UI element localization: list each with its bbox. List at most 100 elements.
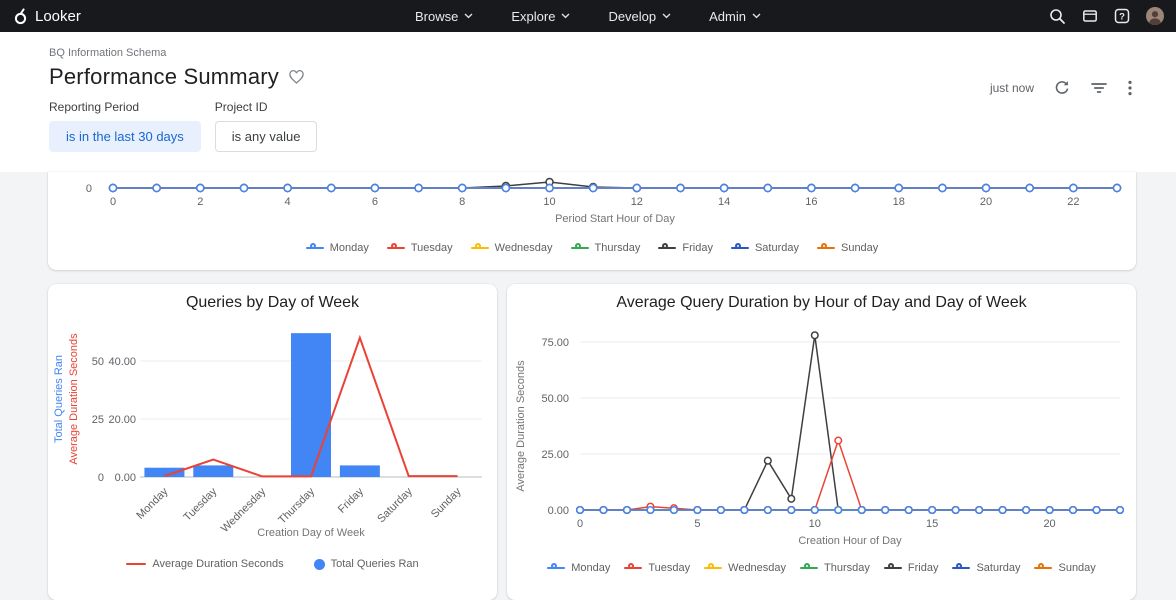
svg-text:10: 10 xyxy=(543,196,555,208)
card-row: Queries by Day of Week 0 25 50 0.00 20.00 40.… xyxy=(48,284,1136,600)
chevron-down-icon xyxy=(662,13,671,19)
series-marker-icon xyxy=(1034,563,1053,573)
legend-item[interactable]: Monday xyxy=(305,242,369,254)
legend-item[interactable]: Friday xyxy=(883,562,938,574)
legend-item[interactable]: Saturday xyxy=(730,242,799,254)
filter-bar: Reporting Period is in the last 30 days … xyxy=(0,94,1176,172)
legend-item[interactable]: Sunday xyxy=(816,242,878,254)
page-title: Performance Summary xyxy=(49,64,279,89)
legend-item[interactable]: Thursday xyxy=(800,562,870,574)
svg-text:20.00: 20.00 xyxy=(108,414,136,426)
svg-text:Creation Hour of Day: Creation Hour of Day xyxy=(798,535,902,547)
svg-text:20: 20 xyxy=(980,196,992,208)
svg-text:20: 20 xyxy=(1043,518,1055,530)
svg-text:40.00: 40.00 xyxy=(108,356,136,368)
refresh-button[interactable] xyxy=(1054,80,1070,96)
last-updated-text: just now xyxy=(989,81,1034,95)
nav-menu-item[interactable]: Explore xyxy=(511,0,570,32)
svg-text:8: 8 xyxy=(459,196,465,208)
legend-item[interactable]: Total Queries Ran xyxy=(313,558,419,570)
svg-text:Sunday: Sunday xyxy=(429,485,464,520)
more-menu-button[interactable] xyxy=(1128,80,1132,96)
svg-text:Creation Day of Week: Creation Day of Week xyxy=(257,527,365,539)
looker-logo-icon xyxy=(14,7,27,24)
svg-text:Tuesday: Tuesday xyxy=(181,485,219,523)
svg-text:2: 2 xyxy=(197,196,203,208)
nav-icon-group: ? xyxy=(1049,0,1164,32)
series-marker-icon xyxy=(470,243,489,253)
filter-label: Reporting Period xyxy=(49,100,140,114)
dot-swatch-icon xyxy=(313,558,325,570)
legend-item[interactable]: Tuesday xyxy=(624,562,690,574)
legend-item[interactable]: Tuesday xyxy=(386,242,453,254)
svg-text:50: 50 xyxy=(92,356,104,368)
reporting-period-chip[interactable]: is in the last 30 days xyxy=(49,121,201,152)
top-nav: Looker Browse Explore xyxy=(0,0,1176,32)
legend-item[interactable]: Thursday xyxy=(570,242,640,254)
series-marker-icon xyxy=(658,243,677,253)
account-avatar[interactable] xyxy=(1146,7,1164,25)
svg-text:Saturday: Saturday xyxy=(375,485,415,525)
chevron-down-icon xyxy=(561,13,570,19)
dashboard-body: 0 0 2 4 6 8 10 12 14 16 18 20 22 Period Start Hour of… xyxy=(0,172,1176,600)
filter-reporting-period: Reporting Period is in the last 30 days xyxy=(49,100,201,172)
legend-item[interactable]: Sunday xyxy=(1034,562,1096,574)
looker-home-link[interactable]: Looker xyxy=(0,8,81,25)
avg-duration-chart-canvas[interactable]: 0.00 25.00 50.00 75.00 Average Duration Seco… xyxy=(507,284,1136,600)
series-marker-icon xyxy=(547,563,566,573)
boards-icon xyxy=(1083,10,1097,22)
legend-item[interactable]: Monday xyxy=(547,562,610,574)
combo-chart-legend: Average Duration Seconds Total Queries Ra… xyxy=(48,558,497,570)
series-marker-icon xyxy=(816,243,835,253)
svg-text:10: 10 xyxy=(809,518,821,530)
favorite-heart-icon[interactable] xyxy=(288,69,305,85)
legend-item[interactable]: Average Duration Seconds xyxy=(126,558,284,570)
boards-button[interactable] xyxy=(1082,8,1098,24)
svg-text:Average Duration Seconds: Average Duration Seconds xyxy=(515,360,527,492)
search-button[interactable] xyxy=(1049,8,1066,25)
svg-text:0.00: 0.00 xyxy=(548,505,569,517)
svg-text:Total Queries Ran: Total Queries Ran xyxy=(53,355,65,443)
filter-label: Project ID xyxy=(214,100,268,114)
series-marker-icon xyxy=(386,243,405,253)
chevron-down-icon xyxy=(464,13,473,19)
series-marker-icon xyxy=(952,563,971,573)
svg-text:12: 12 xyxy=(631,196,643,208)
project-id-chip[interactable]: is any value xyxy=(214,121,318,152)
nav-menu-item[interactable]: Browse xyxy=(415,0,473,32)
svg-text:25: 25 xyxy=(92,414,104,426)
svg-text:16: 16 xyxy=(805,196,817,208)
svg-text:0: 0 xyxy=(110,196,116,208)
chart-title: Queries by Day of Week xyxy=(185,294,360,311)
queries-by-hour-chart-canvas[interactable]: 0 0 2 4 6 8 10 12 14 16 18 20 22 Period Start Hour of… xyxy=(48,172,1136,230)
series-marker-icon xyxy=(570,243,589,253)
brand-name: Looker xyxy=(35,7,81,25)
svg-text:50.00: 50.00 xyxy=(541,393,569,405)
legend-item[interactable]: Saturday xyxy=(952,562,1020,574)
svg-text:75.00: 75.00 xyxy=(541,337,569,349)
filter-project-id: Project ID is any value xyxy=(214,100,318,172)
help-button[interactable]: ? xyxy=(1114,8,1130,24)
legend-item[interactable]: Wednesday xyxy=(704,562,786,574)
day-series-legend: Monday Tuesday xyxy=(507,562,1136,574)
legend-item[interactable]: Friday xyxy=(658,242,713,254)
dashboard-header: BQ Information Schema Performance Summar… xyxy=(0,32,1176,96)
filter-lines-icon xyxy=(1091,83,1107,93)
line-swatch-icon xyxy=(126,563,147,565)
nav-menu-item[interactable]: Develop xyxy=(608,0,671,32)
filters-toggle-button[interactable] xyxy=(1090,80,1108,96)
header-controls: just now xyxy=(990,80,1132,96)
search-icon xyxy=(1050,8,1065,24)
svg-text:0: 0 xyxy=(577,518,583,530)
svg-text:Thursday: Thursday xyxy=(276,485,317,526)
series-marker-icon xyxy=(883,563,902,573)
nav-menu-item[interactable]: Admin xyxy=(709,0,761,32)
breadcrumb[interactable]: BQ Information Schema xyxy=(49,47,167,59)
kebab-icon xyxy=(1128,80,1132,96)
svg-text:0: 0 xyxy=(86,183,92,195)
series-marker-icon xyxy=(624,563,643,573)
legend-item[interactable]: Wednesday xyxy=(470,242,553,254)
svg-text:25.00: 25.00 xyxy=(541,449,569,461)
